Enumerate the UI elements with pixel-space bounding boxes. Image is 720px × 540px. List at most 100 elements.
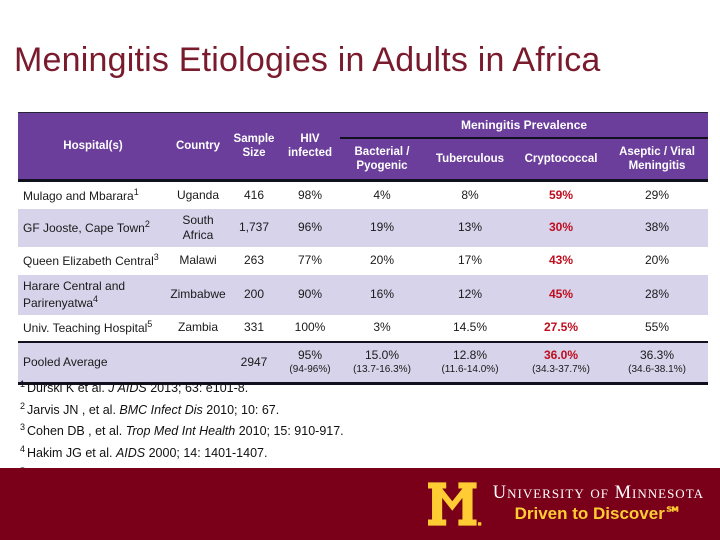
col-header-bacterial: Bacterial / Pyogenic	[340, 138, 424, 182]
aseptic-cell: 20%	[645, 253, 670, 267]
table-row: Mulago and Mbarara1 Uganda 416 98% 4% 8%…	[18, 181, 708, 209]
confidence-interval: (94-96%)	[289, 364, 331, 375]
footnote-text: Cohen DB , et al.	[27, 424, 126, 439]
hospital-cell: Univ. Teaching Hospital5	[18, 315, 168, 342]
aseptic-cell: 29%	[645, 187, 670, 202]
footnote-ref: 1	[133, 186, 139, 197]
sample-size-cell: 200	[243, 287, 265, 301]
col-header-hospital: Hospital(s)	[18, 112, 168, 182]
hiv-cell: 95% (94-96%)	[280, 342, 340, 384]
pooled-value: 36.0%	[543, 348, 579, 362]
footer-banner: University of Minnesota Driven to Discov…	[0, 468, 720, 540]
footnote-ref: 4	[93, 293, 99, 304]
footnote-ref: 5	[147, 319, 153, 329]
bacterial-cell: 20%	[369, 253, 395, 267]
sample-size-cell: 331	[243, 320, 265, 334]
bacterial-cell: 3%	[373, 320, 391, 334]
col-header-prevalence-group: Meningitis Prevalence	[340, 112, 709, 139]
col-header-cryptococcal: Cryptococcal	[516, 138, 606, 182]
umn-logo-text: University of Minnesota Driven to Discov…	[492, 483, 704, 524]
col-header-aseptic: Aseptic / Viral Meningitis	[606, 138, 709, 182]
confidence-interval: (34.3-37.7%)	[532, 364, 590, 375]
pooled-value: 36.3%	[640, 348, 675, 362]
footnote-marker: 2	[20, 400, 26, 411]
hiv-cell: 100%	[294, 320, 326, 334]
footnote-text: 2010; 10: 67.	[202, 402, 280, 417]
journal-name: AIDS	[115, 446, 146, 461]
col-header-country: Country	[168, 112, 228, 182]
country-cell: Zimbabwe	[170, 287, 226, 301]
aseptic-cell: 38%	[645, 220, 670, 234]
aseptic-cell: 36.3% (34.6-38.1%)	[606, 342, 708, 384]
footnote: 4 Hakim JG et al. AIDS 2000; 14: 1401-140…	[20, 441, 344, 463]
pooled-value: 95%	[297, 348, 323, 362]
cryptococcal-cell: 27.5%	[543, 320, 579, 334]
hospital-name: Harare Central and Parirenyatwa	[23, 278, 126, 310]
umn-tagline: Driven to Discover℠	[514, 503, 683, 523]
aseptic-cell: 55%	[645, 320, 670, 334]
hospital-name: Univ. Teaching Hospital	[23, 321, 148, 335]
bacterial-cell: 15.0% (13.7-16.3%)	[340, 342, 424, 384]
tuberculous-cell: 8%	[461, 187, 479, 202]
footnote: 1 Durski K et al. J AIDS 2013; 63: e101-8…	[20, 376, 344, 398]
table-row: Harare Central and Parirenyatwa4 Zimbabw…	[18, 274, 709, 315]
footnote-text: Jarvis JN , et al.	[27, 402, 120, 417]
footnote-marker: 4	[20, 443, 26, 454]
hospital-cell: GF Jooste, Cape Town2	[18, 209, 168, 247]
tuberculous-cell: 12%	[457, 287, 483, 301]
footnote-ref: 3	[153, 252, 159, 262]
footnote-text: 2000; 14: 1401-1407.	[145, 446, 268, 461]
table-row: Univ. Teaching Hospital5 Zambia 331 100%…	[18, 315, 708, 342]
footnote-ref: 2	[144, 219, 150, 229]
journal-name: BMC Infect Dis	[119, 402, 203, 417]
hiv-cell: 96%	[297, 220, 323, 234]
tuberculous-cell: 14.5%	[452, 320, 488, 334]
footnote-text: Hakim JG et al.	[27, 446, 116, 461]
pooled-average-row: Pooled Average 2947 95% (94-96%) 15.0% (…	[18, 341, 709, 384]
footnote-text: 2013; 63: e101-8.	[146, 381, 249, 396]
bacterial-cell: 16%	[369, 287, 395, 301]
pooled-label: Pooled Average	[23, 354, 108, 369]
sample-size-cell: 263	[243, 253, 265, 267]
umn-block-m-icon	[427, 482, 482, 526]
bacterial-cell: 19%	[369, 220, 395, 234]
cryptococcal-cell: 43%	[548, 253, 574, 267]
hospital-name: Mulago and Mbarara	[23, 188, 134, 203]
hospital-name: GF Jooste, Cape Town	[23, 221, 145, 235]
tuberculous-cell: 12.8% (11.6-14.0%)	[424, 342, 516, 384]
country-cell: Malawi	[179, 253, 217, 267]
footnote-marker: 3	[20, 422, 26, 433]
footnote-text: 2010; 15: 910-917.	[235, 424, 344, 439]
aseptic-cell: 28%	[645, 287, 670, 301]
confidence-interval: (13.7-16.3%)	[353, 364, 411, 375]
table-row: GF Jooste, Cape Town2 South Africa 1,737…	[18, 208, 709, 247]
footnote: 2 Jarvis JN , et al. BMC Infect Dis 2010;…	[20, 398, 344, 420]
cryptococcal-cell: 30%	[548, 220, 574, 234]
hiv-cell: 77%	[297, 253, 323, 267]
cryptococcal-cell: 59%	[548, 187, 574, 202]
sample-size-cell: 1,737	[238, 220, 270, 234]
footnote-text: Durski K et al.	[27, 381, 109, 396]
journal-name: J AIDS	[108, 381, 147, 396]
cryptococcal-cell: 36.0% (34.3-37.7%)	[516, 342, 606, 384]
sample-size-cell: 2947	[240, 354, 268, 369]
hospital-cell: Mulago and Mbarara1	[18, 181, 168, 209]
col-header-hiv-infected: HIV infected	[280, 112, 340, 182]
umn-logo: University of Minnesota Driven to Discov…	[427, 482, 704, 526]
hospital-cell: Queen Elizabeth Central3	[18, 247, 168, 275]
university-name: University of Minnesota	[492, 483, 704, 504]
country-cell: Zambia	[177, 320, 218, 334]
tuberculous-cell: 17%	[457, 253, 483, 267]
cryptococcal-cell: 45%	[548, 287, 574, 301]
pooled-value: 15.0%	[364, 348, 400, 362]
col-header-sample-size: Sample Size	[228, 112, 280, 182]
etiology-table: Hospital(s) Country Sample Size HIV infe…	[18, 112, 709, 385]
page-title: Meningitis Etiologies in Adults in Afric…	[14, 41, 601, 79]
journal-name: Trop Med Int Health	[125, 424, 236, 439]
table-header: Hospital(s) Country Sample Size HIV infe…	[18, 112, 709, 182]
hiv-cell: 90%	[297, 287, 323, 301]
hospital-name: Queen Elizabeth Central	[23, 254, 154, 268]
sample-size-cell: 416	[243, 187, 265, 202]
table-row: Queen Elizabeth Central3 Malawi 263 77% …	[18, 247, 708, 275]
